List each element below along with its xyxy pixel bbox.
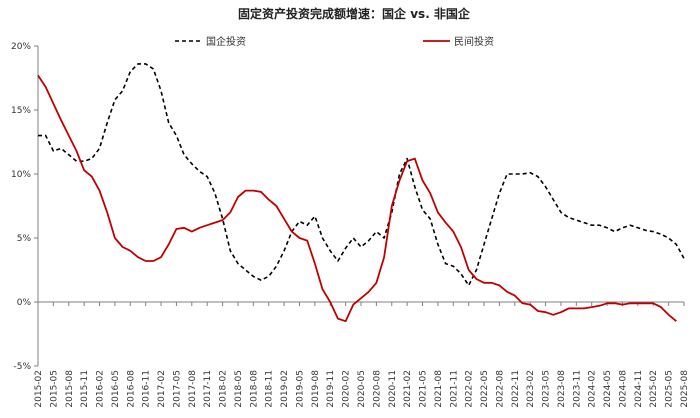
- legend-label-state: 国企投资: [206, 35, 246, 48]
- x-tick-label: 2018-05: [234, 370, 244, 408]
- x-tick-label: 2025-08: [680, 370, 690, 408]
- x-tick-labels: 2015-02 2015-05 2015-08 2015-11 2016-02 2016-…: [34, 370, 690, 408]
- x-tick-label: 2024-05: [603, 370, 613, 408]
- y-tick-label: 15%: [11, 106, 31, 116]
- x-tick-label: 2022-08: [495, 370, 505, 408]
- series-line-private: [37, 74, 677, 323]
- y-tick-label: 10%: [11, 170, 31, 180]
- x-tick-label: 2015-02: [34, 370, 44, 408]
- x-tick-label: 2016-02: [96, 370, 106, 408]
- axes: [34, 45, 685, 367]
- x-tick-label: 2015-08: [65, 370, 75, 408]
- x-tick-label: 2019-08: [311, 370, 321, 408]
- legend-label-private: 民间投资: [454, 35, 494, 48]
- x-tick-label: 2019-11: [326, 370, 336, 408]
- series-layer: [37, 63, 685, 323]
- x-tick-label: 2018-11: [265, 370, 275, 408]
- x-tick-label: 2017-08: [188, 370, 198, 408]
- x-tick-label: 2019-02: [280, 370, 290, 408]
- x-tick-label: 2021-05: [419, 370, 429, 408]
- x-tick-label: 2022-02: [465, 370, 475, 408]
- x-tick-label: 2017-05: [172, 370, 182, 408]
- x-tick-label: 2015-11: [80, 370, 90, 408]
- x-tick-label: 2021-08: [434, 370, 444, 408]
- x-tick-label: 2024-08: [618, 370, 628, 408]
- x-tick-label: 2019-05: [295, 370, 305, 408]
- x-tick-label: 2025-02: [649, 370, 659, 408]
- x-tick-label: 2016-05: [111, 370, 121, 408]
- x-tick-label: 2023-02: [526, 370, 536, 408]
- x-tick-label: 2017-11: [203, 370, 213, 408]
- x-tick-label: 2023-08: [557, 370, 567, 408]
- x-tick-label: 2016-11: [142, 370, 152, 408]
- x-tick-label: 2017-02: [157, 370, 167, 408]
- x-tick-label: 2020-11: [388, 370, 398, 408]
- x-tick-label: 2021-11: [449, 370, 459, 408]
- y-tick-labels: -5% 0% 5% 10% 15% 20%: [11, 42, 31, 372]
- x-tick-label: 2020-02: [342, 370, 352, 408]
- series-line-state: [38, 63, 685, 287]
- x-tick-label: 2024-02: [588, 370, 598, 408]
- x-tick-label: 2018-02: [219, 370, 229, 408]
- x-tick-label: 2021-02: [403, 370, 413, 408]
- x-tick-label: 2020-08: [372, 370, 382, 408]
- x-tick-label: 2025-05: [665, 370, 675, 408]
- y-tick-label: 20%: [11, 42, 31, 52]
- x-tick-label: 2022-05: [480, 370, 490, 408]
- legend: 国企投资 民间投资: [175, 35, 494, 48]
- chart-title: 固定资产投资完成额增速：国企 vs. 非国企: [238, 6, 471, 21]
- x-tick-label: 2015-05: [49, 370, 59, 408]
- x-tick-label: 2023-05: [542, 370, 552, 408]
- x-tick-label: 2016-08: [126, 370, 136, 408]
- y-tick-label: -5%: [13, 362, 31, 372]
- x-tick-label: 2022-11: [511, 370, 521, 408]
- y-tick-label: 5%: [17, 234, 32, 244]
- x-tick-label: 2024-11: [634, 370, 644, 408]
- x-tick-label: 2020-05: [357, 370, 367, 408]
- x-tick-label: 2018-08: [249, 370, 259, 408]
- x-tick-label: 2023-11: [572, 370, 582, 408]
- y-tick-label: 0%: [17, 298, 32, 308]
